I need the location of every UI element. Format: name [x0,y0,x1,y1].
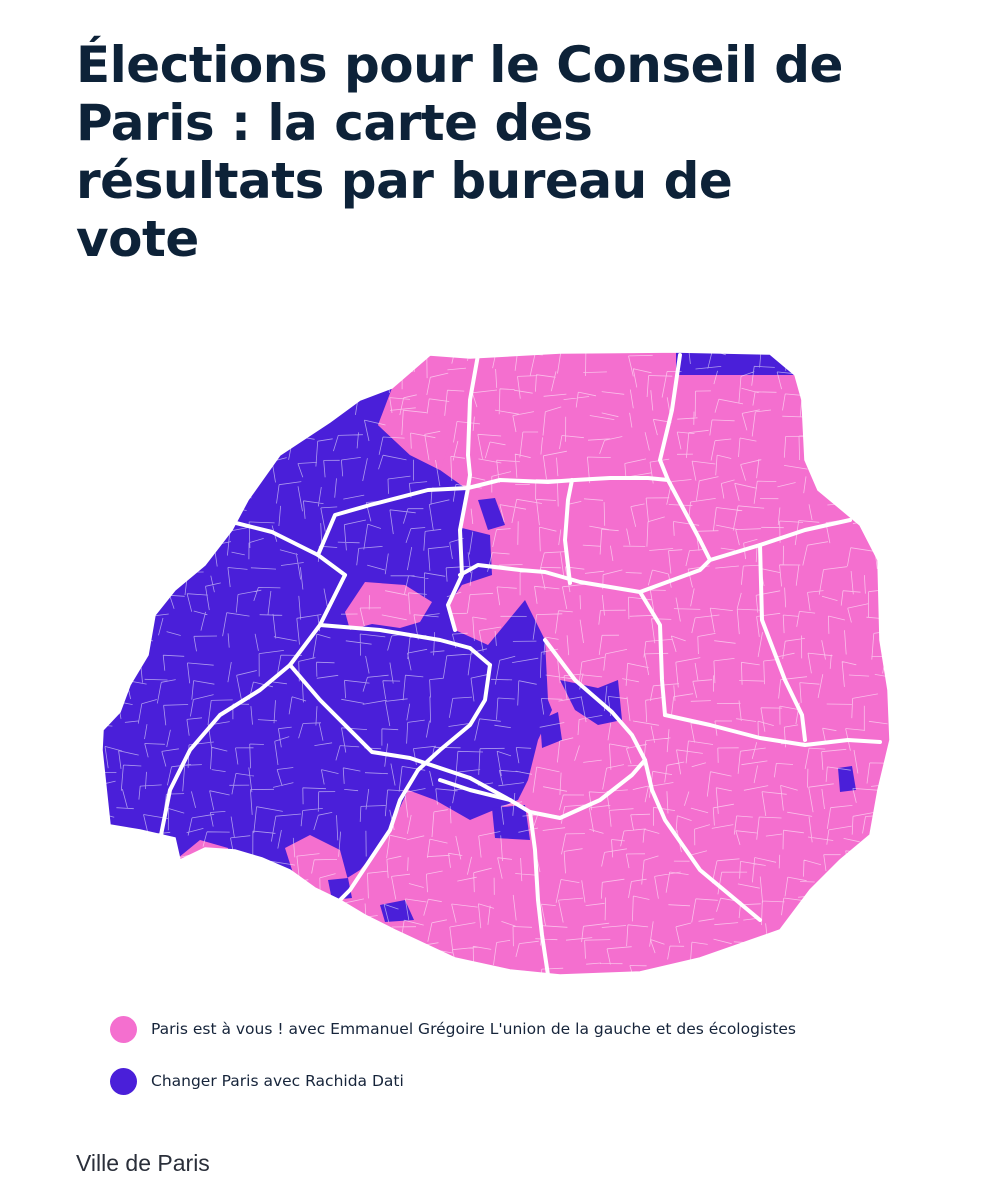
legend-label-dati: Changer Paris avec Rachida Dati [151,1072,404,1090]
source-credit: Ville de Paris [76,1150,210,1176]
gregoire-pocket-north [378,405,455,470]
dati-bit-north [676,352,795,375]
legend-swatch-dati [110,1067,137,1095]
arrondissement-boundaries [158,353,882,975]
legend-item-gregoire: Paris est à vous ! avec Emmanuel Grégoir… [110,1012,796,1046]
dati-bit-center-1 [478,498,505,530]
gregoire-pocket-center [345,582,432,630]
legend-swatch-gregoire [110,1015,137,1043]
map-title: Élections pour le Conseil de Paris : la … [76,36,843,268]
map-legend: Paris est à vous ! avec Emmanuel Grégoir… [110,1012,796,1116]
legend-label-gregoire: Paris est à vous ! avec Emmanuel Grégoir… [151,1020,797,1038]
paris-results-map [0,300,988,1000]
paris-outline [101,351,891,976]
paris-map-svg [101,351,891,976]
dati-bit-south [492,805,530,840]
dati-bit-east [838,766,856,792]
legend-item-dati: Changer Paris avec Rachida Dati [110,1064,796,1098]
dati-bit-center-3 [540,712,562,748]
